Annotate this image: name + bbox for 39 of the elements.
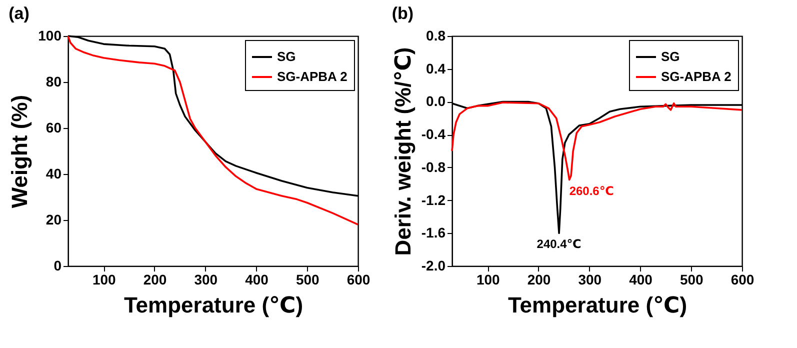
y-axis-title: Weight (%) — [7, 94, 32, 208]
y-tick-label: 0.8 — [426, 28, 446, 44]
y-tick-label: -0.4 — [421, 126, 446, 142]
x-tick-label: 400 — [245, 272, 269, 288]
y-tick-label: 0.4 — [426, 60, 446, 76]
y-tick-label: -0.8 — [421, 158, 446, 175]
legend-label: SG — [277, 49, 296, 64]
x-tick-label: 100 — [92, 272, 116, 288]
legend-label: SG-APBA 2 — [661, 69, 732, 84]
y-tick-label: -1.6 — [421, 224, 446, 241]
y-tick-label: 20 — [46, 212, 62, 228]
chart-title: (b) — [392, 4, 414, 23]
y-tick-label: 80 — [46, 74, 62, 90]
x-axis-title: Temperature (℃) — [124, 292, 304, 318]
x-tick-label: 500 — [680, 272, 704, 288]
x-tick-label: 100 — [476, 272, 500, 288]
y-tick-label: -1.2 — [421, 192, 446, 208]
x-tick-label: 600 — [346, 272, 370, 288]
x-tick-label: 300 — [578, 272, 602, 288]
y-tick-label: 40 — [46, 166, 62, 182]
y-tick-label: 60 — [46, 120, 62, 136]
x-tick-label: 400 — [629, 272, 653, 288]
legend-label: SG-APBA 2 — [277, 69, 348, 84]
x-tick-label: 200 — [143, 272, 167, 288]
y-tick-label: -2.0 — [421, 258, 446, 274]
y-tick-label: 0 — [54, 258, 62, 274]
y-tick-label: 0.0 — [426, 93, 446, 110]
x-tick-label: 600 — [730, 272, 754, 288]
annotation: 240.4℃ — [536, 237, 582, 252]
legend-label: SG — [661, 49, 680, 64]
chart-title: (a) — [8, 4, 30, 23]
y-axis-title: Deriv. weight (%/℃) — [390, 47, 416, 256]
annotation: 260.6℃ — [569, 184, 614, 198]
x-tick-label: 300 — [194, 272, 218, 288]
x-tick-label: 500 — [296, 272, 320, 288]
line-series — [451, 102, 743, 181]
x-axis-title: Temperature (℃) — [508, 292, 688, 318]
x-tick-label: 200 — [527, 272, 551, 288]
y-tick-label: 100 — [38, 28, 62, 44]
